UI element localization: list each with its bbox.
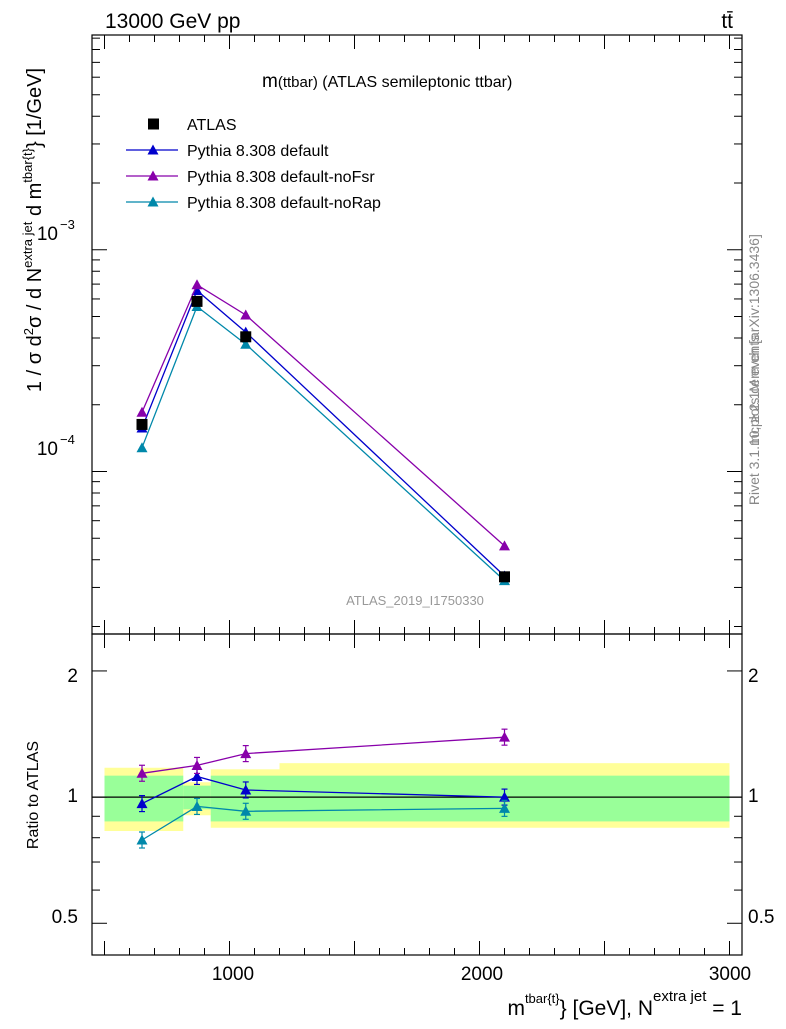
ratio-point-noFsr-1 bbox=[191, 759, 203, 770]
ratio-tick-left-2: 2 bbox=[67, 666, 78, 687]
main-point-noFsr-1 bbox=[191, 279, 203, 290]
legend-marker-noRap bbox=[147, 196, 159, 207]
x-label-sup2: extra jet bbox=[653, 988, 707, 1005]
x-tick-1000: 1000 bbox=[212, 964, 254, 985]
x-label-sup1: tbar{t} bbox=[525, 991, 560, 1006]
legend-entry-noRap: Pythia 8.308 default-noRap bbox=[126, 195, 381, 212]
legend-label-default: Pythia 8.308 default bbox=[187, 143, 329, 160]
ratio-frame bbox=[91, 633, 743, 956]
main-series-noFsr bbox=[136, 279, 510, 551]
legend-label-atlas: ATLAS bbox=[187, 117, 237, 134]
analysis-watermark: ATLAS_2019_I1750330 bbox=[346, 593, 484, 608]
ratio-point-noRap-3 bbox=[499, 802, 510, 813]
y-label-post: } [1/GeV] bbox=[24, 68, 46, 148]
y-tick-base-1e-3: 10 bbox=[37, 224, 58, 245]
ratio-point-default-3 bbox=[499, 791, 510, 802]
ratio-line-noFsr bbox=[141, 736, 505, 774]
y-tick-exp-1e-3: −3 bbox=[60, 217, 75, 232]
text-layer: 13000 GeV pp tt̄ m(ttbar) (ATLAS semilep… bbox=[20, 10, 774, 1020]
axes-frames bbox=[91, 34, 743, 956]
main-line-noFsr bbox=[141, 283, 505, 547]
x-label-post: = 1 bbox=[706, 997, 742, 1020]
x-label-pre1: m bbox=[507, 997, 525, 1020]
ratio-point-noRap-1 bbox=[191, 800, 203, 811]
series-layer bbox=[136, 279, 510, 849]
y-label-pre3: d m bbox=[24, 183, 46, 222]
y-label-sup1: 2 bbox=[21, 328, 36, 335]
y-tick-label-1e-3: 10 −3 bbox=[37, 217, 75, 245]
ratio-tick-right-1: 1 bbox=[748, 786, 759, 807]
energy-label: 13000 GeV pp bbox=[105, 10, 240, 33]
legend-entry-noFsr: Pythia 8.308 default-noFsr bbox=[126, 169, 375, 186]
rivet-label: Rivet 3.1.10, ≥ 2.1M events bbox=[746, 335, 762, 505]
plot-title-main: m bbox=[262, 71, 278, 92]
legend-marker-atlas bbox=[148, 118, 159, 130]
main-point-noFsr-3 bbox=[499, 540, 510, 551]
ratio-point-noFsr-2 bbox=[240, 748, 252, 759]
plot-title-rest: (ATLAS semileptonic ttbar) bbox=[318, 74, 512, 91]
main-point-noFsr-2 bbox=[240, 309, 252, 320]
ratio-point-default-0 bbox=[136, 798, 148, 809]
legend-entry-default: Pythia 8.308 default bbox=[126, 143, 329, 160]
ratio-point-default-2 bbox=[240, 784, 252, 795]
main-series-atlas bbox=[136, 295, 510, 583]
main-point-noRap-2 bbox=[240, 338, 252, 349]
main-line-noRap bbox=[141, 305, 505, 582]
ratio-line-noRap bbox=[141, 805, 505, 841]
legend-marker-default bbox=[147, 144, 159, 155]
legend-label-noRap: Pythia 8.308 default-noRap bbox=[187, 195, 381, 212]
ratio-line-default bbox=[141, 775, 505, 805]
main-line-default bbox=[141, 289, 505, 577]
ratio-series-noRap bbox=[136, 797, 510, 849]
ratio-tick-left-1: 1 bbox=[67, 786, 78, 807]
main-point-atlas-1 bbox=[191, 295, 203, 307]
plot-title-sub: (ttbar) bbox=[278, 74, 318, 91]
ratio-tick-right-0.5: 0.5 bbox=[748, 907, 774, 928]
y-tick-label-1e-4: 10 −4 bbox=[37, 432, 75, 460]
band-inner-0 bbox=[104, 775, 184, 822]
y-label-pre2: σ / d N bbox=[24, 268, 46, 328]
legend-marker-noFsr bbox=[147, 170, 159, 181]
plot-title: m(ttbar) (ATLAS semileptonic ttbar) bbox=[262, 71, 512, 92]
ratio-tick-left-0.5: 0.5 bbox=[52, 907, 78, 928]
y-label-pre1: 1 / σ d bbox=[24, 335, 46, 392]
y-axis-label-main: 1 / σ d2σ / d Nextra jet d mtbar{t}} [1/… bbox=[20, 68, 46, 392]
y-label-sup3: tbar{t} bbox=[20, 147, 35, 182]
legend-entry-atlas: ATLAS bbox=[148, 117, 237, 134]
ratio-point-noFsr-0 bbox=[136, 767, 148, 778]
process-label: tt̄ bbox=[721, 10, 733, 33]
ratio-tick-right-2: 2 bbox=[748, 666, 759, 687]
ratio-series-noFsr bbox=[136, 728, 510, 782]
x-tick-3000: 3000 bbox=[709, 964, 751, 985]
y-label-sup2: extra jet bbox=[20, 221, 35, 268]
ratio-point-default-1 bbox=[191, 770, 203, 781]
main-point-noFsr-0 bbox=[136, 406, 148, 417]
main-point-noRap-0 bbox=[136, 442, 148, 453]
legend-label-noFsr: Pythia 8.308 default-noFsr bbox=[187, 169, 375, 186]
main-point-atlas-0 bbox=[136, 418, 148, 430]
y-tick-exp-1e-4: −4 bbox=[60, 432, 75, 447]
ratio-point-noFsr-3 bbox=[499, 731, 510, 742]
ratio-point-noRap-2 bbox=[240, 805, 252, 816]
y-tick-base-1e-4: 10 bbox=[37, 439, 58, 460]
mcplots-label: mcplots.cern.ch [arXiv:1306.3436] bbox=[746, 234, 762, 446]
ratio-axis-label: Ratio to ATLAS bbox=[25, 741, 42, 849]
x-label-pre2: } [GeV], N bbox=[560, 997, 653, 1020]
main-point-atlas-2 bbox=[240, 331, 252, 343]
x-tick-2000: 2000 bbox=[461, 964, 503, 985]
ratio-point-noRap-0 bbox=[136, 834, 148, 845]
legend: ATLAS Pythia 8.308 default Pythia 8.308 de… bbox=[126, 117, 381, 212]
main-point-atlas-3 bbox=[499, 571, 510, 583]
x-axis-label: mtbar{t}} [GeV], Nextra jet = 1 bbox=[507, 988, 742, 1020]
